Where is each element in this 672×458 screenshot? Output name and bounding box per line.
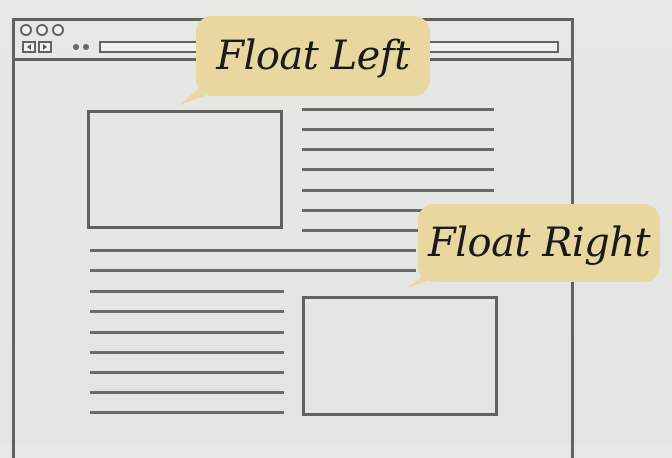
text-line (90, 290, 284, 293)
forward-arrow-icon (43, 44, 47, 50)
text-line (90, 249, 416, 252)
window-minimize-dot-icon[interactable] (36, 24, 48, 36)
toolbar-dot-icon (83, 44, 89, 50)
text-line (90, 331, 284, 334)
text-line (302, 148, 494, 151)
window-close-dot-icon[interactable] (20, 24, 32, 36)
text-line (90, 310, 284, 313)
float-left-image-box (87, 110, 283, 229)
float-right-image-box (302, 296, 498, 416)
text-line (302, 189, 494, 192)
window-maximize-dot-icon[interactable] (52, 24, 64, 36)
text-line (302, 128, 494, 131)
text-line (302, 209, 432, 212)
text-line (90, 269, 416, 272)
text-line (302, 108, 494, 111)
text-line (90, 391, 284, 394)
forward-button[interactable] (38, 41, 52, 53)
text-line (90, 411, 284, 414)
float-right-callout: Float Right (418, 204, 660, 282)
float-left-label: Float Left (216, 33, 410, 79)
float-right-label: Float Right (427, 220, 651, 266)
text-line (302, 229, 422, 232)
float-left-callout: Float Left (196, 16, 430, 96)
text-line (90, 371, 284, 374)
text-line (90, 351, 284, 354)
back-arrow-icon (27, 44, 31, 50)
toolbar-dot-icon (73, 44, 79, 50)
text-line (302, 168, 494, 171)
back-button[interactable] (22, 41, 36, 53)
